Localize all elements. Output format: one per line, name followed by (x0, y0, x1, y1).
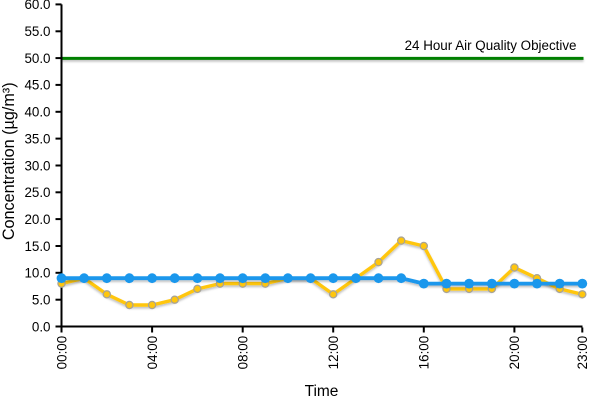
svg-text:35.0: 35.0 (24, 131, 50, 146)
svg-text:24 Hour Air Quality Objective: 24 Hour Air Quality Objective (405, 38, 577, 53)
svg-text:Concentration (µg/m³): Concentration (µg/m³) (0, 82, 18, 240)
svg-text:0.0: 0.0 (32, 319, 51, 334)
svg-text:30.0: 30.0 (24, 158, 50, 173)
svg-text:5.0: 5.0 (32, 293, 51, 308)
svg-text:23:00: 23:00 (575, 336, 590, 370)
svg-text:40.0: 40.0 (24, 105, 50, 120)
svg-text:20.0: 20.0 (24, 212, 50, 227)
svg-text:55.0: 55.0 (24, 24, 50, 39)
svg-text:16:00: 16:00 (417, 336, 432, 370)
svg-text:25.0: 25.0 (24, 185, 50, 200)
svg-text:08:00: 08:00 (236, 336, 251, 370)
svg-text:04:00: 04:00 (145, 336, 160, 370)
svg-text:60.0: 60.0 (24, 0, 50, 12)
svg-text:20:00: 20:00 (507, 336, 522, 370)
svg-text:15.0: 15.0 (24, 239, 50, 254)
svg-text:00:00: 00:00 (54, 336, 69, 370)
svg-text:Time: Time (305, 383, 339, 400)
svg-text:10.0: 10.0 (24, 266, 50, 281)
svg-text:45.0: 45.0 (24, 78, 50, 93)
svg-text:50.0: 50.0 (24, 51, 50, 66)
svg-text:12:00: 12:00 (326, 336, 341, 370)
